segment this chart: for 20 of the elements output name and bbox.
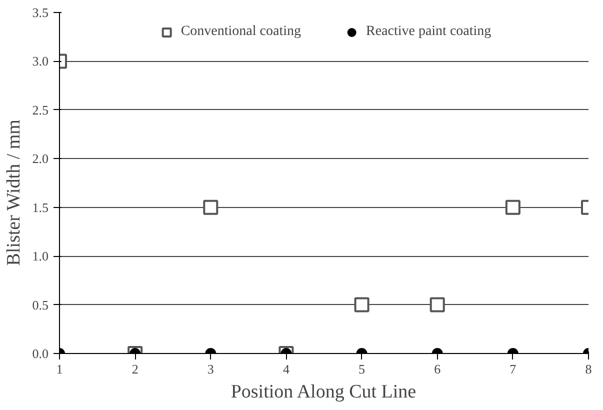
x-tick-label: 3: [207, 362, 214, 376]
y-tick-label: 0.0: [32, 346, 48, 361]
y-tick-label: 1.5: [32, 200, 48, 215]
x-tick-label: 7: [510, 362, 517, 376]
x-axis-title: Position Along Cut Line: [230, 382, 416, 402]
legend-label: Conventional coating: [180, 24, 301, 40]
x-tick-label: 6: [434, 362, 442, 376]
y-axis-title: Blister Width / mm: [3, 119, 24, 266]
x-tick-label: 4: [282, 362, 290, 376]
legend-label: Reactive paint coating: [366, 24, 492, 40]
y-tick-label: 2.5: [32, 102, 48, 118]
y-tick-label: 3.0: [32, 54, 48, 69]
x-tick-label: 1: [56, 362, 63, 376]
y-tick-label: 3.5: [32, 5, 48, 20]
x-tick-label: 8: [585, 362, 592, 376]
x-tick-label: 5: [358, 362, 366, 376]
y-tick-label: 0.5: [32, 297, 48, 312]
x-tick-label: 2: [132, 362, 138, 376]
y-tick-label: 1.0: [32, 248, 48, 264]
y-tick-label: 2.0: [32, 151, 48, 166]
